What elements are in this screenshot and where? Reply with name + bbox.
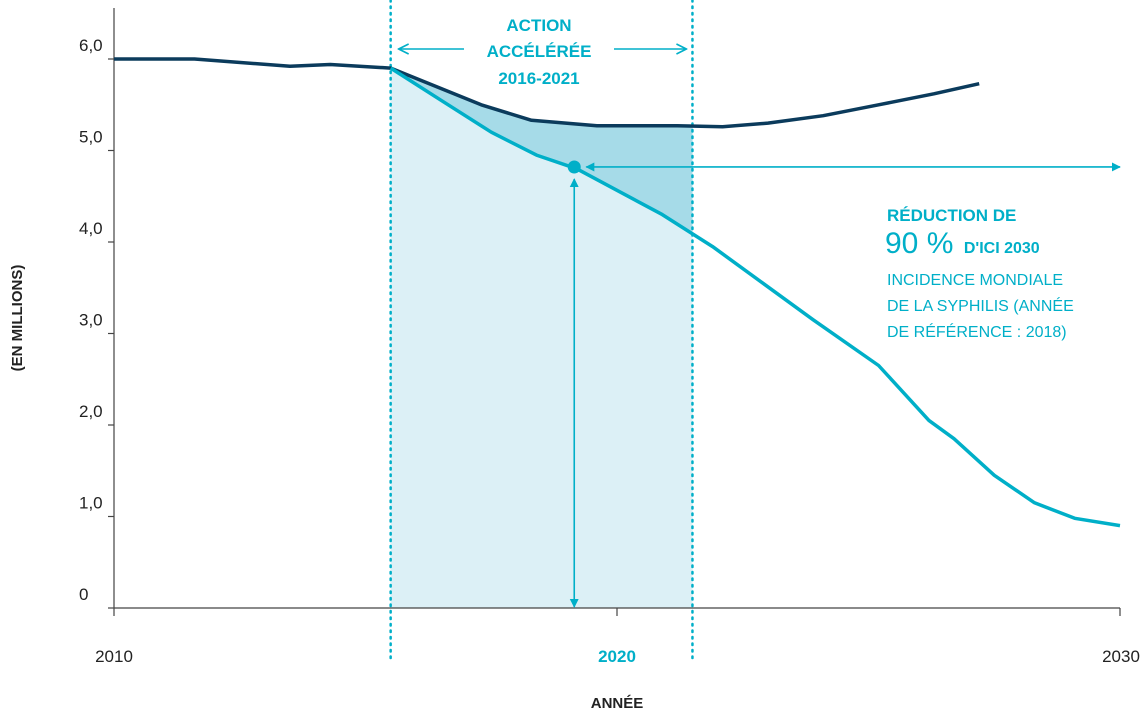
annotation-90-percent: 90 % D'ICI 2030: [885, 227, 1040, 260]
marker-point: [567, 160, 581, 174]
x-axis-label: ANNÉE: [591, 695, 644, 712]
y-tick-label: 2,0: [79, 402, 103, 421]
y-tick-label: 6,0: [79, 36, 103, 55]
annotation-big-suffix: D'ICI 2030: [964, 240, 1040, 257]
series-line-dark: [114, 57, 980, 129]
annotation-line-3: DE RÉFÉRENCE : 2018): [887, 322, 1067, 341]
annotation-line-1: INCIDENCE MONDIALE: [887, 272, 1063, 289]
y-tick-label: 3,0: [79, 311, 103, 330]
x-tick-label: 2020: [598, 647, 636, 666]
y-axis-label: (EN MILLIONS): [9, 265, 26, 372]
band-label-action: ACTION: [506, 16, 571, 35]
y-tick-label: 1,0: [79, 494, 103, 513]
series-line-cyan: [389, 66, 1121, 528]
x-tick-label: 2030: [1102, 647, 1140, 666]
band-label-years: 2016-2021: [498, 69, 579, 88]
y-tick-label: 5,0: [79, 128, 103, 147]
action-band-area: [390, 68, 693, 608]
x-tick-label: 2010: [95, 647, 133, 666]
y-tick-label: 4,0: [79, 219, 103, 238]
annotation-reduction: RÉDUCTION DE: [887, 206, 1016, 225]
annotation-line-2: DE LA SYPHILIS (ANNÉE: [887, 296, 1074, 315]
band-label-acceleree: ACCÉLÉRÉE: [487, 42, 592, 61]
y-tick-label: 0: [79, 585, 88, 604]
annotation-big-value: 90 %: [885, 227, 953, 260]
gap-area: [390, 68, 693, 234]
